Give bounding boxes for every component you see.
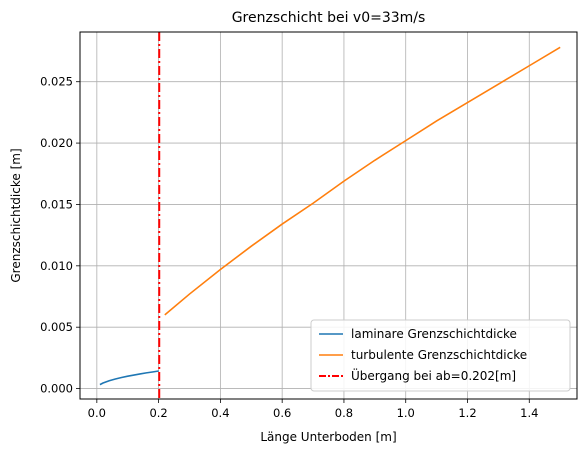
x-tick-label: 1.0 <box>397 406 415 420</box>
legend-label: Übergang bei ab=0.202[m] <box>351 367 516 383</box>
y-tick-label: 0.025 <box>40 75 73 89</box>
x-tick-label: 0.2 <box>149 406 167 420</box>
y-tick-label: 0.015 <box>40 197 73 211</box>
x-tick-label: 0.6 <box>273 406 291 420</box>
plot-lines <box>99 32 561 399</box>
x-tick-label: 1.4 <box>520 406 538 420</box>
series-laminar-line <box>99 370 159 386</box>
legend-box <box>310 319 571 392</box>
y-axis: 0.000 0.005 0.010 0.015 0.020 0.025 <box>40 75 80 396</box>
y-axis-label: Grenzschichtdicke [m] <box>9 148 23 282</box>
legend-label: turbulente Grenzschichtdicke <box>351 348 527 362</box>
series-turbulent-line <box>164 46 561 316</box>
y-tick-label: 0.000 <box>40 382 73 396</box>
legend-label: laminare Grenzschichtdicke <box>351 327 517 341</box>
y-tick-label: 0.005 <box>40 320 73 334</box>
x-axis-label: Länge Unterboden [m] <box>260 430 396 444</box>
x-tick-label: 0.0 <box>88 406 106 420</box>
x-tick-label: 0.4 <box>211 406 229 420</box>
axes-frame <box>79 31 578 400</box>
x-tick-label: 0.8 <box>335 406 353 420</box>
x-tick-label: 1.2 <box>458 406 476 420</box>
legend: laminare Grenzschichtdicke turbulente Gre… <box>310 319 571 392</box>
x-axis: 0.0 0.2 0.4 0.6 0.8 1.0 1.2 1.4 <box>88 399 538 420</box>
y-tick-label: 0.010 <box>40 259 73 273</box>
chart-title: Grenzschicht bei v0=33m/s <box>232 10 426 26</box>
y-tick-label: 0.020 <box>40 136 73 150</box>
